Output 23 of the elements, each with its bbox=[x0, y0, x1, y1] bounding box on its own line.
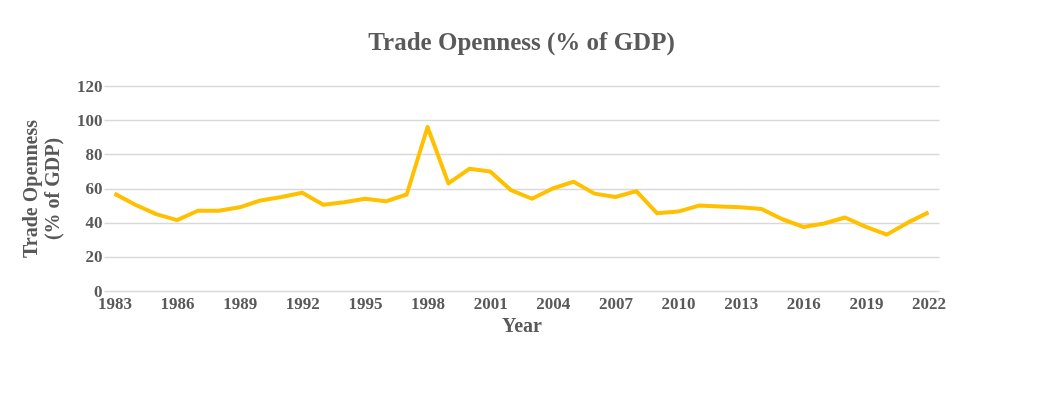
x-tick-label: 2019 bbox=[849, 293, 884, 313]
x-tick-label: 1995 bbox=[348, 293, 383, 313]
x-tick-label: 1992 bbox=[285, 293, 320, 313]
x-tick-label: 2007 bbox=[598, 293, 634, 313]
x-tick-label: 1989 bbox=[223, 293, 258, 313]
x-tick-label: 2022 bbox=[912, 293, 947, 313]
chart-title: Trade Openness (% of GDP) bbox=[368, 28, 675, 56]
line-series bbox=[112, 125, 931, 237]
x-tick-label: 1998 bbox=[411, 293, 446, 313]
x-tick-label: 2013 bbox=[724, 293, 759, 313]
x-axis-title: Year bbox=[502, 313, 543, 336]
y-tick-label: 20 bbox=[85, 247, 103, 267]
x-tick-label: 2004 bbox=[536, 293, 571, 313]
x-tick-label: 1986 bbox=[160, 293, 195, 313]
y-tick-label: 60 bbox=[85, 179, 103, 198]
x-tick-label: 2010 bbox=[661, 293, 696, 313]
x-tick-label: 2016 bbox=[786, 293, 821, 313]
y-tick-label: 120 bbox=[77, 76, 103, 96]
y-tick-label: 80 bbox=[85, 144, 103, 164]
y-axis-title: Trade Openness (% of GDP) bbox=[19, 119, 64, 258]
y-tick-label: 100 bbox=[77, 110, 103, 130]
x-tick-label: 2001 bbox=[473, 293, 508, 313]
y-tick-label: 40 bbox=[85, 213, 103, 233]
